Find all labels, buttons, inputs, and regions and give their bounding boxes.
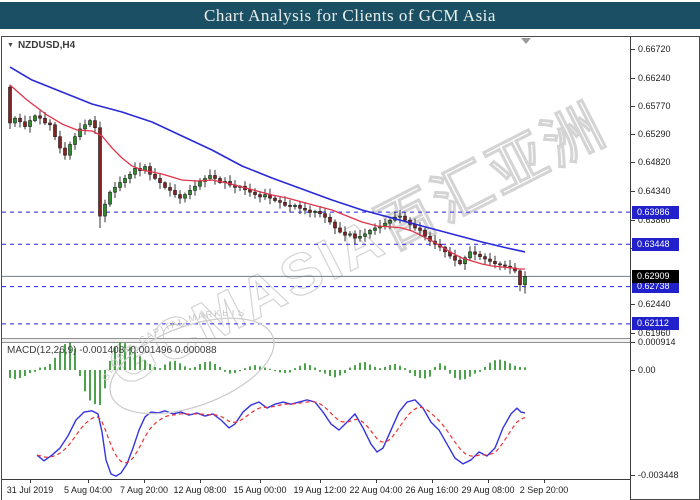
price-tick-label: 0.62440 xyxy=(631,299,671,310)
time-tick-mark xyxy=(376,480,377,483)
level-price-badge: 0.63986 xyxy=(632,205,679,219)
title-bar: Chart Analysis for Clients of GCM Asia xyxy=(0,2,700,29)
macd-tick-label: -0.003448 xyxy=(631,470,679,481)
time-tick-mark xyxy=(260,480,261,483)
tick-mark xyxy=(631,77,635,79)
time-tick-label: 15 Aug 00:00 xyxy=(233,485,287,495)
tick-mark xyxy=(631,219,635,221)
time-tick-label: 26 Aug 16:00 xyxy=(405,485,459,495)
candle-bodies-layer xyxy=(8,86,527,285)
page-title: Chart Analysis for Clients of GCM Asia xyxy=(204,5,496,25)
time-tick-mark xyxy=(30,480,31,483)
time-tick-label: 12 Aug 08:00 xyxy=(173,485,227,495)
tick-mark xyxy=(631,475,635,477)
pane-separator-top xyxy=(2,338,630,339)
level-price-badge: 0.63448 xyxy=(632,237,679,251)
price-tick-label: 0.65290 xyxy=(631,129,671,140)
tick-mark xyxy=(631,332,635,334)
time-tick-label: 31 Jul 2019 xyxy=(6,485,54,495)
tick-mark xyxy=(631,342,635,344)
time-tick-mark xyxy=(200,480,201,483)
tick-mark xyxy=(631,370,635,371)
tick-mark xyxy=(631,105,635,107)
time-tick-mark xyxy=(320,480,321,483)
symbol-selector[interactable]: ▼ NZDUSD,H4 xyxy=(7,40,75,51)
tick-mark xyxy=(631,162,635,164)
chart-canvas[interactable] xyxy=(2,37,630,479)
time-tick-label: 22 Aug 04:00 xyxy=(349,485,403,495)
time-tick-mark xyxy=(488,480,489,483)
macd-tick-label: 0.00 xyxy=(631,365,656,376)
macd-indicator-label: MACD(12,26,9) -0.001408 -0.001496 0.0000… xyxy=(7,345,217,356)
price-tick-label: 0.65770 xyxy=(631,101,671,112)
price-tick-label: 0.66720 xyxy=(631,44,671,55)
tick-mark xyxy=(631,304,635,306)
time-tick-mark xyxy=(544,480,545,483)
price-scale-axis[interactable]: 0.66720 0.66240 0.65770 0.65290 0.64820 0.643… xyxy=(630,37,700,499)
pane-separator xyxy=(2,338,630,343)
macd-tick-label: 0.000914 xyxy=(631,337,676,348)
macd-signal-line xyxy=(36,401,526,464)
ma-fast-red-line xyxy=(9,84,525,270)
tick-mark xyxy=(631,134,635,136)
time-tick-label: 29 Aug 08:00 xyxy=(461,485,515,495)
current-price-badge: 0.62909 xyxy=(632,269,679,283)
pane-separator-bottom xyxy=(2,342,630,343)
level-price-badge: 0.62112 xyxy=(632,317,679,331)
time-scale-axis[interactable]: 31 Jul 2019 5 Aug 04:00 7 Aug 20:00 12 Aug … xyxy=(2,479,630,500)
time-tick-label: 5 Aug 04:00 xyxy=(63,485,113,495)
tick-mark xyxy=(631,190,635,192)
chart-window: ▼ NZDUSD,H4 GCMASIA百汇亚洲 GLOBAL CAPITAL M… xyxy=(1,36,700,500)
price-tick-label: 0.63860 xyxy=(631,215,671,226)
chart-shift-marker-icon[interactable] xyxy=(521,38,531,44)
price-tick-label: 0.64820 xyxy=(631,157,671,168)
candle-wicks-layer xyxy=(9,84,526,294)
time-tick-label: 19 Aug 12:00 xyxy=(293,485,347,495)
time-tick-mark xyxy=(432,480,433,483)
time-tick-mark xyxy=(88,480,89,483)
price-tick-label: 0.61960 xyxy=(631,328,671,339)
symbol-timeframe-label: NZDUSD,H4 xyxy=(17,40,76,51)
chevron-down-icon: ▼ xyxy=(7,42,14,49)
price-tick-label: 0.66240 xyxy=(631,73,671,84)
level-price-badge: 0.62738 xyxy=(632,280,679,294)
price-tick-label: 0.64340 xyxy=(631,186,671,197)
tick-mark xyxy=(631,49,635,50)
time-tick-label: 2 Sep 20:00 xyxy=(519,485,569,495)
ma-slow-blue-line xyxy=(9,66,526,253)
time-tick-label: 7 Aug 20:00 xyxy=(119,485,169,495)
time-tick-mark xyxy=(144,480,145,483)
